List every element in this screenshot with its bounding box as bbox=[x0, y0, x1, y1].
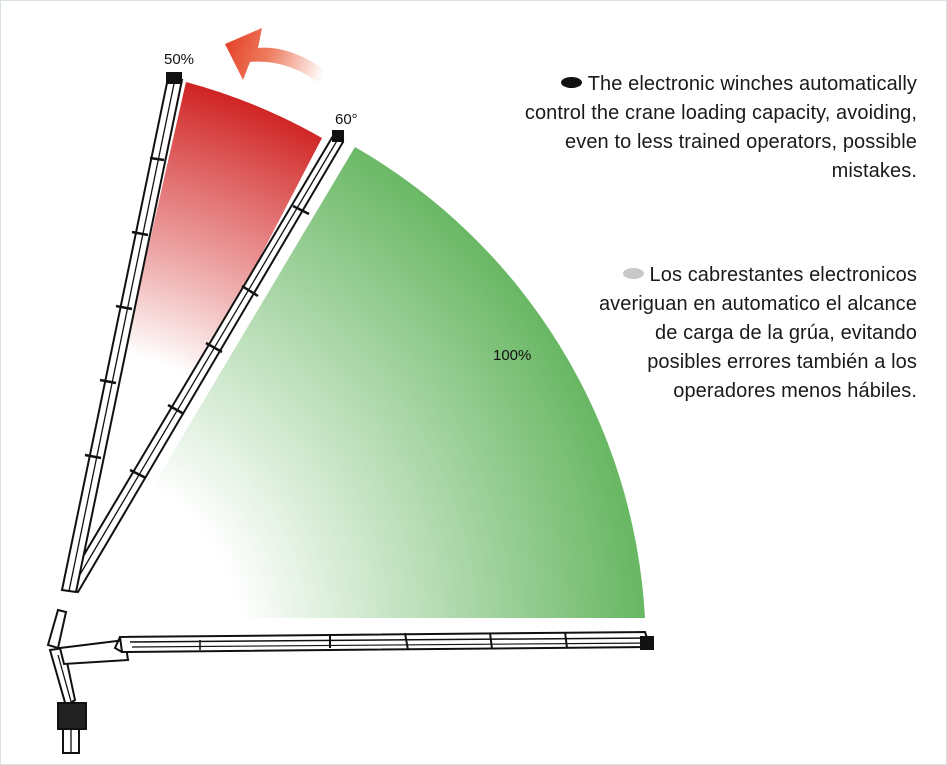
green-zone-100 bbox=[58, 147, 645, 645]
label-50-percent: 50% bbox=[164, 51, 194, 68]
crane-base bbox=[46, 608, 130, 754]
direction-arrow bbox=[225, 28, 325, 84]
label-100-percent: 100% bbox=[493, 347, 531, 364]
crane-boom-vertical bbox=[60, 72, 184, 594]
label-60-degree: 60° bbox=[335, 111, 358, 128]
crane-boom-horizontal bbox=[113, 630, 654, 654]
bullet-black-icon bbox=[560, 77, 582, 89]
description-english: The electronic winches automatically con… bbox=[517, 70, 917, 186]
description-english-text: The electronic winches automatically con… bbox=[524, 73, 917, 182]
description-spanish: Los cabrestantes electronicos averiguan … bbox=[597, 261, 917, 406]
description-spanish-text: Los cabrestantes electronicos averiguan … bbox=[598, 264, 917, 402]
bullet-grey-icon bbox=[622, 268, 644, 280]
